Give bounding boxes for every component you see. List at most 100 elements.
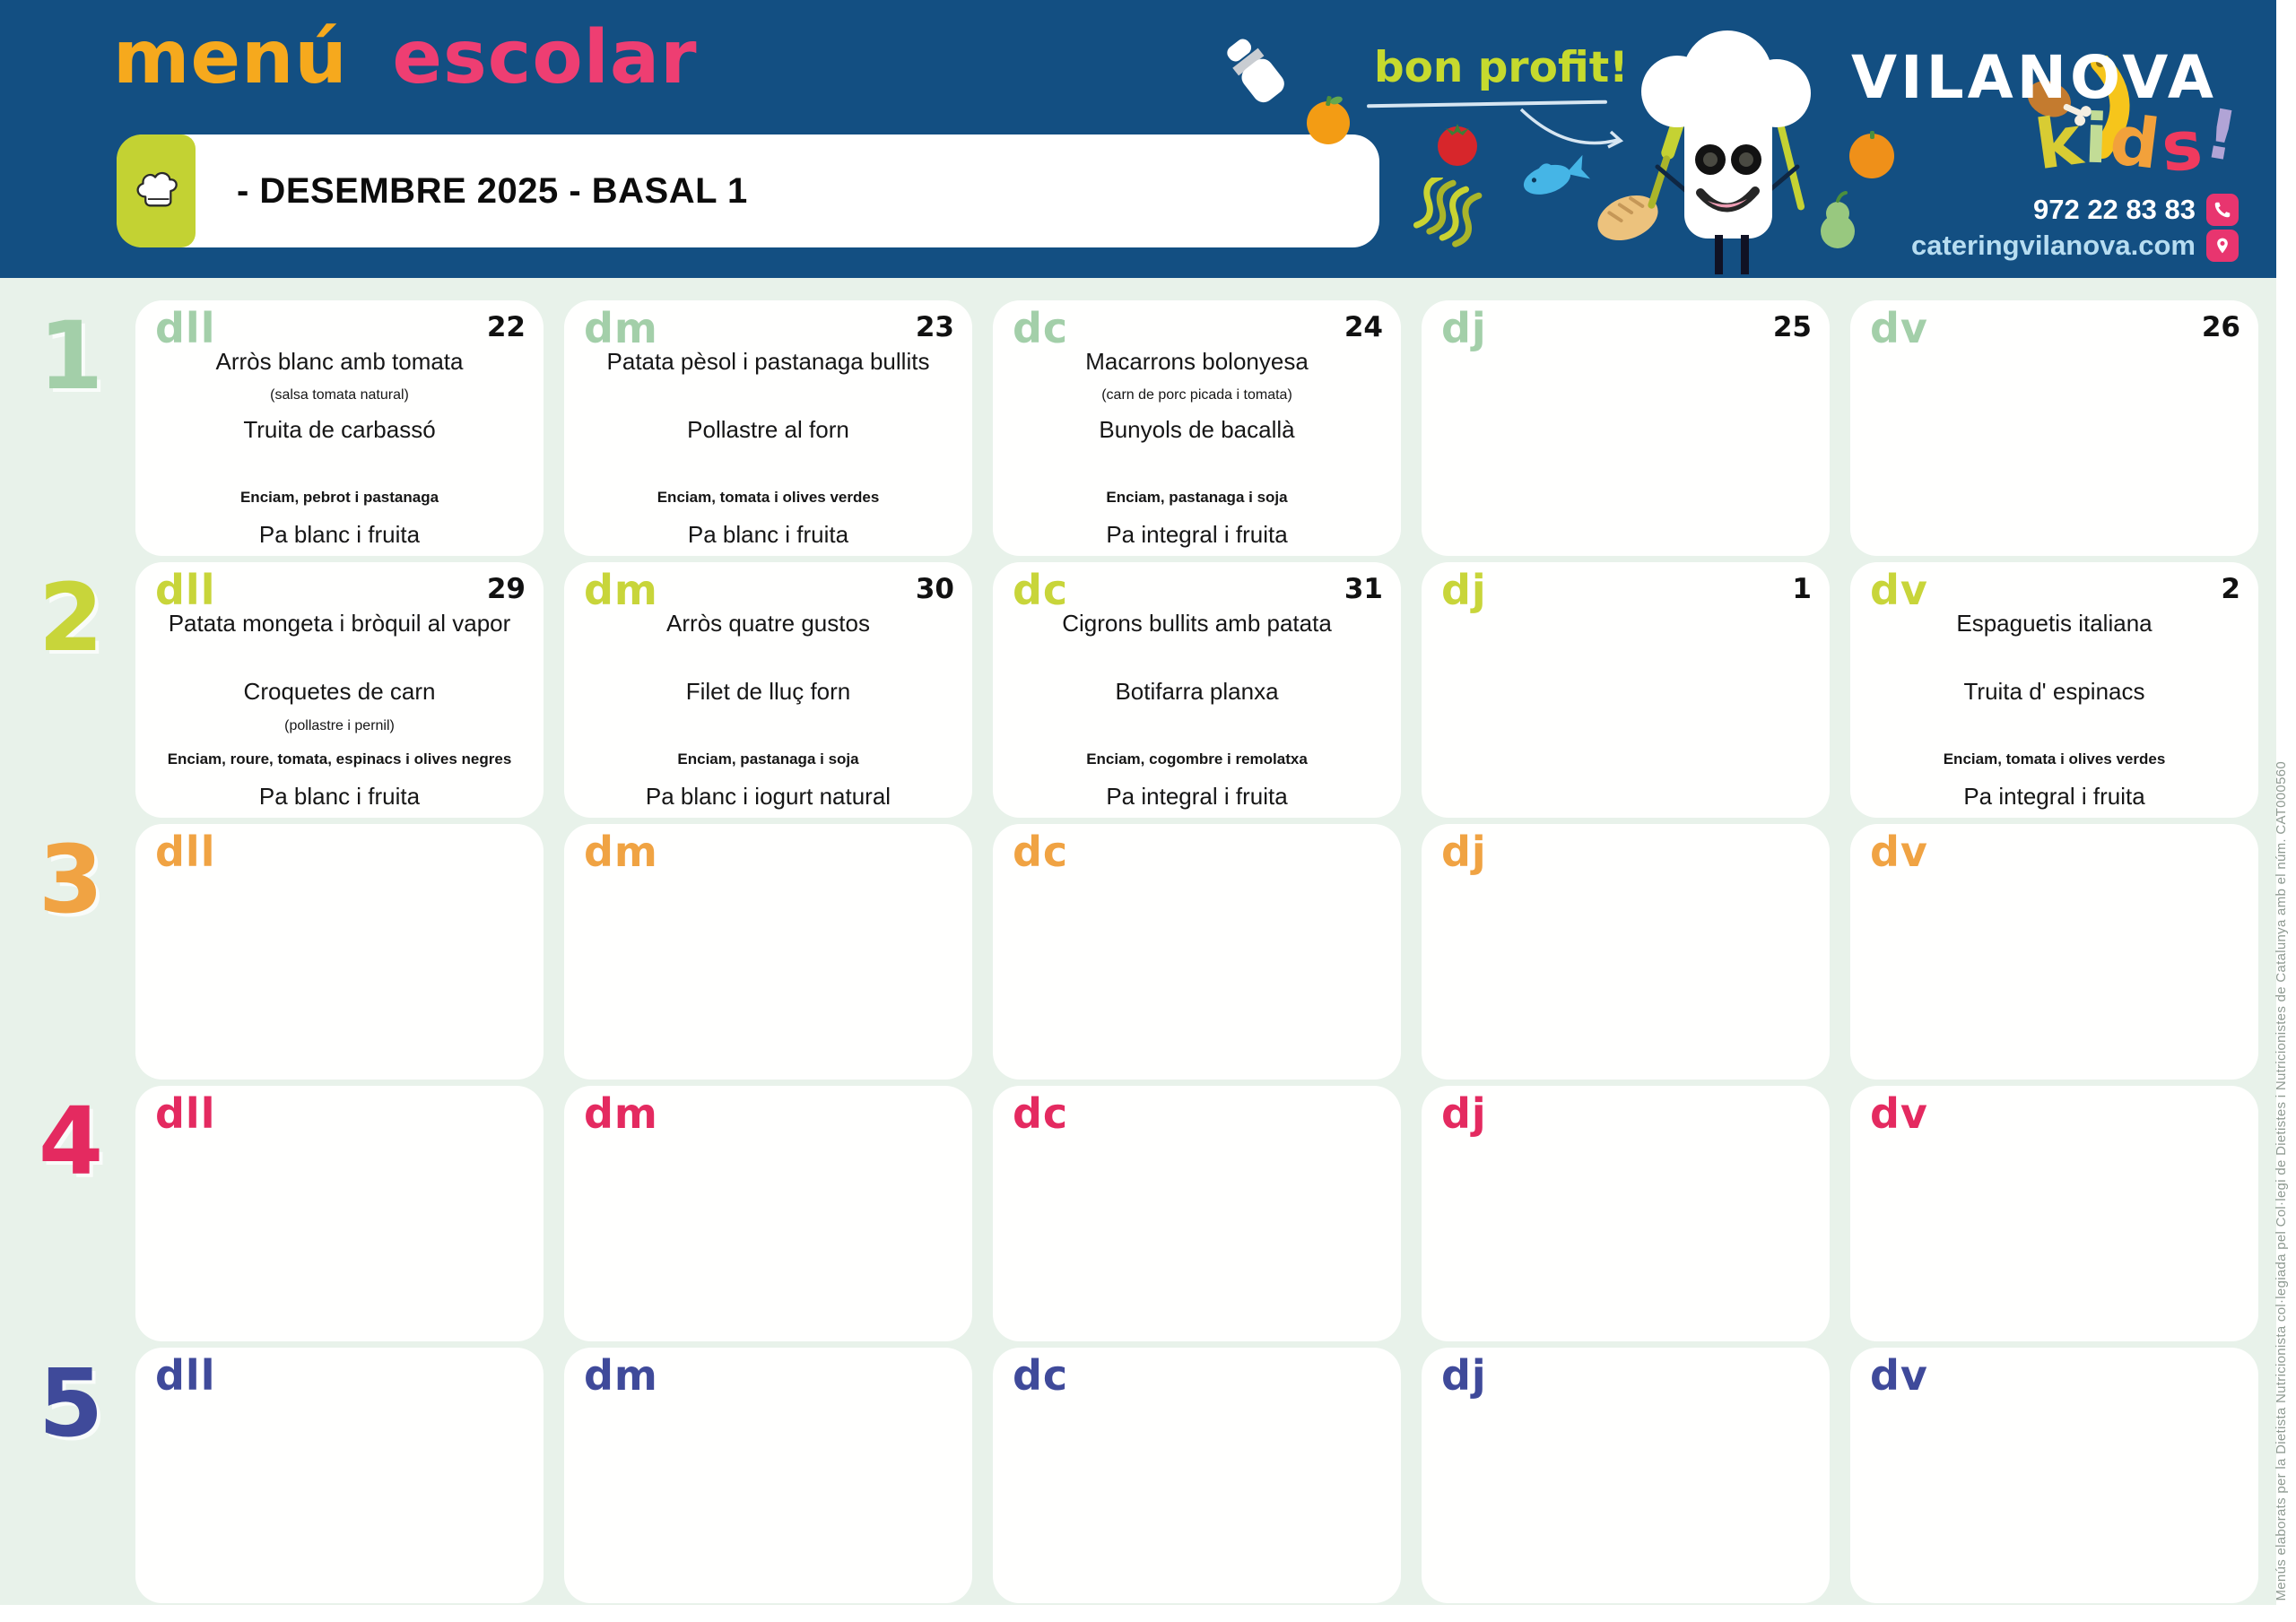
second-course: Bunyols de bacallà <box>1099 416 1295 443</box>
website-url: cateringvilanova.com <box>1910 230 2196 261</box>
second-course <box>1856 409 2253 451</box>
bread-dessert-line <box>1427 517 1824 552</box>
bread-dessert-line <box>1427 1303 1824 1338</box>
second-course <box>570 1194 967 1236</box>
bread-icon <box>1597 195 1658 241</box>
salad-line <box>1427 1002 1824 1041</box>
day-card: dj 1 <box>1422 562 1830 818</box>
menu-lines: Espaguetis italiana Truita d' espinacs E… <box>1856 603 2253 814</box>
first-course-note <box>570 1429 967 1456</box>
first-course <box>570 1127 967 1167</box>
first-course <box>1427 1389 1824 1429</box>
day-card: dm <box>564 1348 972 1603</box>
second-course-note <box>998 1236 1396 1263</box>
first-course-note <box>1427 906 1824 932</box>
second-course-note <box>1427 1498 1824 1525</box>
menu-lines <box>1856 1127 2253 1338</box>
first-course-note <box>141 1167 538 1194</box>
second-course-note <box>141 975 538 1002</box>
first-course <box>1856 1127 2253 1167</box>
first-course-note: (carn de porc picada i tomata) <box>1101 386 1292 403</box>
salad-line <box>1856 1002 2253 1041</box>
salad-line <box>1427 740 1824 779</box>
salad-line <box>141 1525 538 1565</box>
first-course <box>1427 1127 1824 1167</box>
menu-lines <box>998 1127 1396 1338</box>
second-course-note <box>141 1498 538 1525</box>
menu-lines <box>1427 342 1824 552</box>
day-label: dv <box>1870 304 1928 352</box>
first-course <box>570 1389 967 1429</box>
kids-letter: s <box>2159 104 2208 187</box>
first-course: Cigrons bullits amb patata <box>1062 609 1332 637</box>
fusilli-icon <box>1413 178 1483 247</box>
bread-dessert-line <box>1427 1041 1824 1076</box>
banana-icon <box>2091 56 2130 159</box>
second-course: Pollastre al forn <box>687 416 849 443</box>
salad-line <box>1427 478 1824 517</box>
day-card: dv 26 <box>1850 300 2258 556</box>
second-course <box>998 932 1396 975</box>
bread-dessert-line <box>570 1303 967 1338</box>
first-course-note <box>1856 1167 2253 1194</box>
menu-lines: Macarrons bolonyesa (carn de porc picada… <box>998 342 1396 552</box>
bread-dessert-line <box>1856 1041 2253 1076</box>
day-date: 25 <box>1772 311 1812 343</box>
second-course-note <box>570 1236 967 1263</box>
first-course <box>1427 865 1824 906</box>
orange-icon <box>1307 96 1350 144</box>
first-course-note <box>1427 382 1824 409</box>
second-course-note <box>570 451 967 478</box>
first-course-note <box>141 1429 538 1456</box>
first-course-note: (salsa tomata natural) <box>270 386 409 403</box>
tomato-icon <box>1438 124 1477 166</box>
day-label: dv <box>1870 1089 1928 1138</box>
first-course <box>998 1127 1396 1167</box>
bread-dessert-line <box>141 1303 538 1338</box>
orange-2-icon <box>1849 131 1894 178</box>
day-date: 29 <box>486 573 526 605</box>
menu-lines: Arròs quatre gustos Filet de lluç forn E… <box>570 603 967 814</box>
first-course: Macarrons bolonyesa <box>1085 347 1309 375</box>
day-label: dll <box>155 828 216 876</box>
drumstick-icon <box>2027 81 2092 126</box>
phone-number: 972 22 83 83 <box>2032 194 2196 225</box>
day-date: 30 <box>915 573 954 605</box>
day-date: 26 <box>2201 311 2240 343</box>
second-course-note <box>1856 451 2253 478</box>
bread-dessert-line: Pa integral i fruita <box>1106 783 1288 811</box>
month-title-bar: - DESEMBRE 2025 - BASAL 1 <box>117 134 1379 247</box>
menu-lines: Arròs blanc amb tomata (salsa tomata nat… <box>141 342 538 552</box>
salad-line <box>570 1525 967 1565</box>
menu-lines: Cigrons bullits amb patata Botifarra pla… <box>998 603 1396 814</box>
bread-dessert-line <box>998 1041 1396 1076</box>
week-number: 5 <box>38 1349 104 1458</box>
salad-line <box>998 1263 1396 1303</box>
week-number: 2 <box>38 563 104 672</box>
second-course-note: (pollastre i pernil) <box>284 718 395 734</box>
first-course: Arròs blanc amb tomata <box>215 347 464 375</box>
second-course <box>998 1456 1396 1498</box>
week-row: 3 dll dm dc <box>27 824 2276 1080</box>
week-number: 3 <box>38 825 104 934</box>
salad-line <box>141 1263 538 1303</box>
bread-dessert-line: Pa integral i fruita <box>1106 521 1288 549</box>
location-pin-icon <box>2206 230 2239 262</box>
second-course: Croquetes de carn <box>243 678 436 705</box>
fish-icon <box>1523 154 1591 195</box>
day-label: dv <box>1870 1351 1928 1400</box>
week-row: 2 dll 29 Patata mongeta i bròquil al vap… <box>27 562 2276 818</box>
day-card: dll 22 Arròs blanc amb tomata (salsa tom… <box>135 300 544 556</box>
second-course-note <box>1856 1498 2253 1525</box>
logo-word-menu: menú <box>113 15 348 100</box>
day-label: dc <box>1013 1351 1069 1400</box>
day-label: dm <box>584 566 658 614</box>
first-course <box>1856 1389 2253 1429</box>
day-label: dc <box>1013 566 1069 614</box>
second-course-note <box>998 451 1396 478</box>
day-card: dc <box>993 1348 1401 1603</box>
bread-dessert-line: Pa integral i fruita <box>1963 783 2145 811</box>
first-course-note <box>1427 1429 1824 1456</box>
second-course-note <box>570 713 967 740</box>
week-row: 4 dll dm dc <box>27 1086 2276 1341</box>
